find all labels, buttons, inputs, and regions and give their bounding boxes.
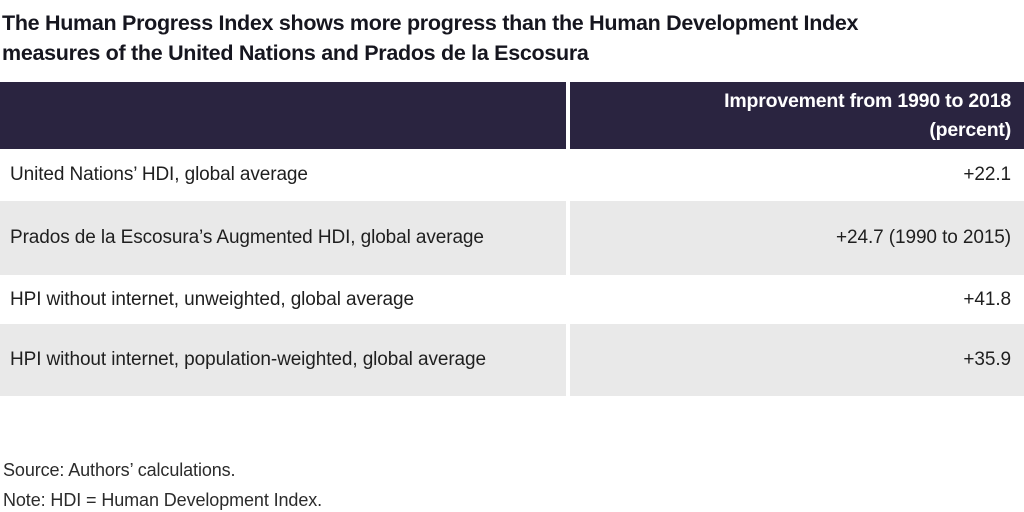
row-value: +24.7 (1990 to 2015) [836,227,1011,248]
row-label-cell: Prados de la Escosura’s Augmented HDI, g… [0,201,570,275]
row-label: Prados de la Escosura’s Augmented HDI, g… [10,227,484,248]
table-row: United Nations’ HDI, global average +22.… [0,152,1024,201]
figure-title-line-1: The Human Progress Index shows more prog… [2,11,859,35]
row-label-cell: HPI without internet, population-weighte… [0,324,570,396]
table-header-empty-cell [0,82,570,149]
row-value-cell: +41.8 [570,278,1024,321]
figure-title: The Human Progress Index shows more prog… [2,8,1024,68]
row-value-cell: +22.1 [570,152,1024,198]
row-label-cell: HPI without internet, unweighted, global… [0,278,570,321]
row-value: +41.8 [963,288,1011,310]
table-row: HPI without internet, population-weighte… [0,324,1024,396]
table-header-line-2: (percent) [929,118,1011,141]
table-row: HPI without internet, unweighted, global… [0,278,1024,324]
source-note: Source: Authors’ calculations. [3,460,236,480]
table-header-row: Improvement from 1990 to 2018 (percent) [0,82,1024,152]
row-label: HPI without internet, unweighted, global… [10,288,414,310]
row-label: United Nations’ HDI, global average [10,164,308,185]
row-value: +35.9 [963,349,1011,370]
table-header-value-cell: Improvement from 1990 to 2018 (percent) [570,82,1024,149]
figure-footnotes: Source: Authors’ calculations. Note: HDI… [3,455,1024,512]
row-value: +22.1 [963,164,1011,185]
figure-title-line-2: measures of the United Nations and Prado… [2,41,589,65]
row-label-cell: United Nations’ HDI, global average [0,152,570,198]
row-value-cell: +24.7 (1990 to 2015) [570,201,1024,275]
table-header-line-1: Improvement from 1990 to 2018 [724,89,1011,112]
row-label: HPI without internet, population-weighte… [10,349,486,370]
table-row: Prados de la Escosura’s Augmented HDI, g… [0,201,1024,278]
data-table: Improvement from 1990 to 2018 (percent) … [0,82,1024,396]
row-value-cell: +35.9 [570,324,1024,396]
definition-note: Note: HDI = Human Development Index. [3,490,323,510]
